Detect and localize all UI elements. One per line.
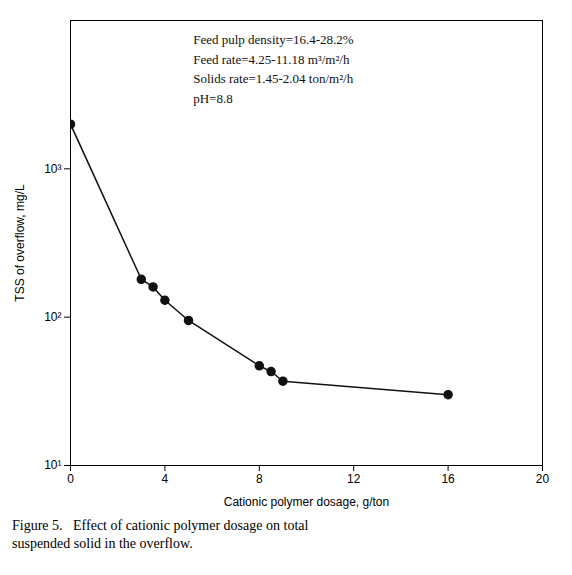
svg-text:4: 4 bbox=[162, 472, 169, 486]
svg-text:0: 0 bbox=[67, 472, 74, 486]
svg-text:Feed pulp density=16.4-28.2%Fe: Feed pulp density=16.4-28.2%Feed rate=4.… bbox=[193, 32, 354, 106]
svg-text:16: 16 bbox=[441, 472, 455, 486]
svg-text:20: 20 bbox=[536, 472, 550, 486]
svg-text:8: 8 bbox=[256, 472, 263, 486]
svg-text:12: 12 bbox=[347, 472, 361, 486]
svg-text:Cationic polymer dosage, g/ton: Cationic polymer dosage, g/ton bbox=[224, 495, 389, 509]
svg-text:10²: 10² bbox=[44, 310, 61, 324]
svg-text:10¹: 10¹ bbox=[44, 458, 61, 472]
html-text:Figure 5. Effect of cationic p: Figure 5. Effect of cationic polymer dos… bbox=[12, 518, 309, 552]
svg-text:10³: 10³ bbox=[44, 162, 61, 176]
svg-text:TSS of overflow, mg/L: TSS of overflow, mg/L bbox=[13, 184, 27, 302]
